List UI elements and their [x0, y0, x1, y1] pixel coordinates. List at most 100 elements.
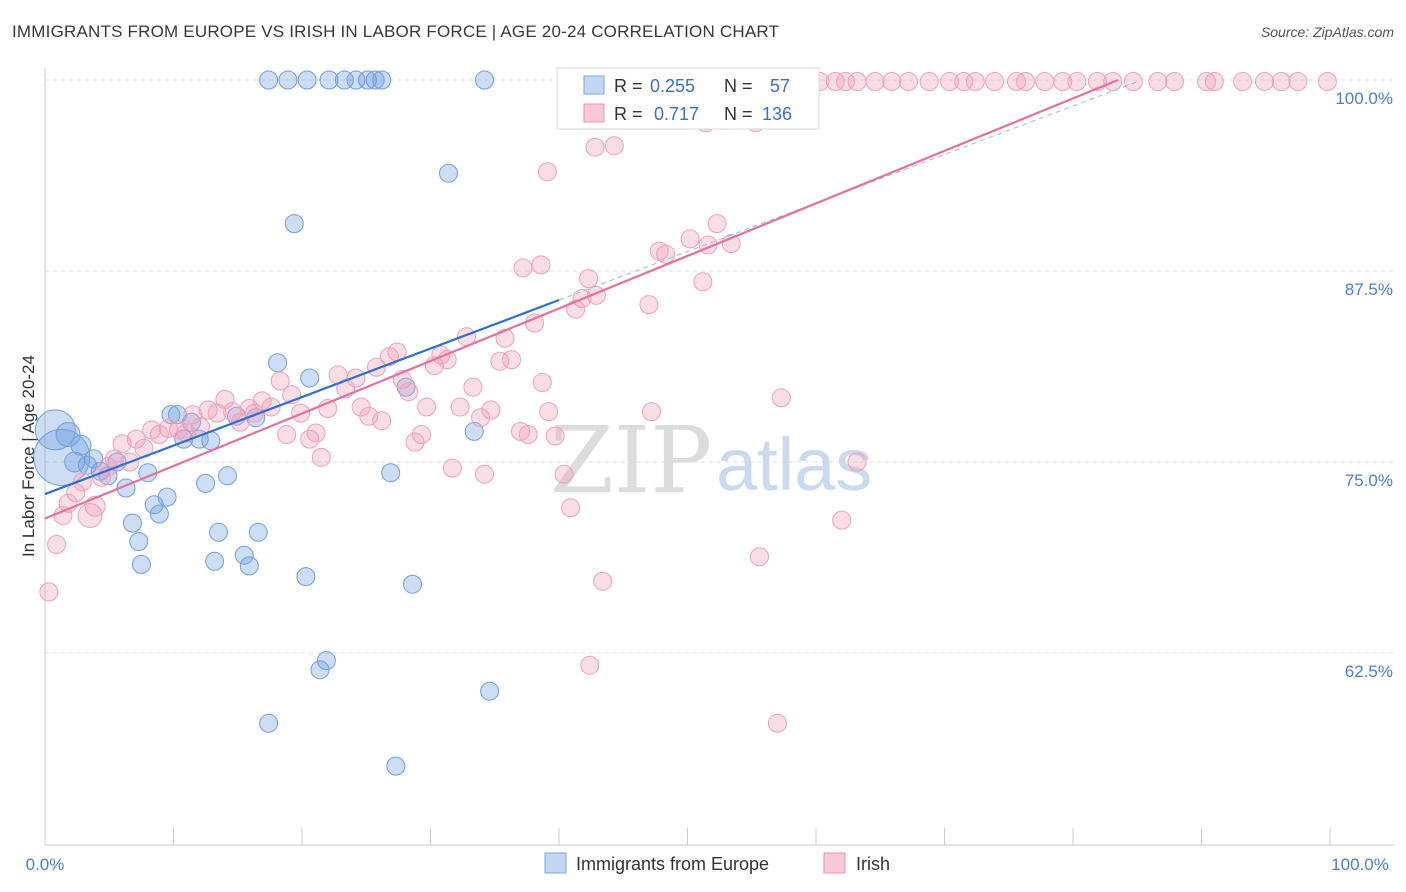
europe-point	[296, 567, 316, 587]
legend-r-label-2: R =	[614, 104, 643, 124]
europe-point	[358, 70, 377, 90]
irish-point	[680, 229, 700, 249]
irish-point	[1067, 72, 1087, 91]
irish-point	[277, 425, 297, 444]
europe-point	[334, 70, 354, 90]
legend-r-label-1: R =	[614, 76, 643, 96]
irish-point	[771, 388, 791, 408]
irish-point	[532, 373, 552, 392]
europe-point	[316, 651, 336, 671]
europe-point	[297, 70, 317, 90]
irish-point	[693, 272, 713, 292]
irish-point	[604, 136, 624, 156]
europe-point	[209, 522, 228, 542]
irish-point	[825, 72, 845, 91]
watermark-atlas: atlas	[716, 423, 872, 506]
europe-point	[70, 434, 92, 456]
irish-point	[47, 535, 67, 554]
irish-point	[502, 350, 521, 370]
irish-point	[1317, 72, 1337, 91]
irish-point	[169, 420, 189, 440]
bottom-legend: Immigrants from Europe Irish	[544, 852, 890, 874]
europe-point	[381, 463, 401, 483]
irish-point	[518, 425, 538, 444]
irish-point	[511, 421, 530, 441]
irish-point	[463, 377, 483, 397]
legend-n-value-1: 57	[770, 76, 790, 96]
irish-point	[1148, 72, 1168, 91]
europe-point	[300, 368, 320, 388]
irish-point	[847, 452, 867, 472]
europe-point	[403, 574, 422, 594]
series-irish-points	[39, 72, 1337, 733]
irish-point	[1233, 72, 1253, 91]
bottom-legend-swatch-irish	[823, 852, 846, 874]
axes	[44, 68, 1394, 846]
europe-point	[234, 545, 254, 565]
irish-point	[223, 402, 243, 422]
legend-r-value-1: 0.255	[650, 76, 695, 96]
irish-point	[537, 162, 557, 182]
irish-point	[311, 447, 331, 467]
legend-r-value-2: 0.717	[654, 104, 699, 124]
europe-point	[284, 214, 304, 234]
europe-point	[346, 70, 366, 90]
y-tick-label: 62.5%	[1345, 662, 1393, 681]
irish-point	[405, 432, 425, 452]
irish-point	[1053, 72, 1073, 91]
irish-point	[585, 137, 605, 157]
europe-point	[129, 532, 149, 551]
source-label: Source: ZipAtlas.com	[1260, 24, 1394, 40]
y-axis-label: In Labor Force | Age 20-24	[19, 355, 38, 557]
trend-lines	[44, 78, 1138, 520]
irish-point	[270, 371, 290, 391]
europe-point	[64, 451, 86, 473]
irish-point	[399, 382, 419, 402]
irish-point	[767, 713, 787, 733]
europe-point	[149, 504, 169, 524]
irish-point	[513, 258, 533, 278]
irish-point	[372, 411, 392, 431]
irish-point	[750, 547, 769, 567]
irish-point	[639, 295, 659, 315]
x-tick-label-max: 100.0%	[1331, 855, 1389, 874]
irish-point	[481, 400, 501, 420]
irish-point	[1288, 72, 1308, 91]
irish-point	[1123, 72, 1143, 91]
irish-point	[183, 405, 203, 425]
europe-point	[475, 70, 494, 90]
irish-point	[561, 498, 581, 518]
irish-point	[1016, 72, 1035, 91]
europe-point	[218, 466, 237, 486]
irish-point	[954, 72, 974, 91]
europe-point	[278, 70, 298, 90]
europe-point	[157, 487, 177, 507]
y-tick-label: 75.0%	[1345, 471, 1393, 490]
series-europe-points	[33, 70, 500, 776]
irish-point	[985, 72, 1005, 91]
y-tick-label: 87.5%	[1345, 280, 1393, 299]
europe-point	[239, 556, 259, 576]
irish-point	[593, 571, 613, 591]
watermark: ZIP atlas	[550, 407, 872, 514]
legend-box: R = 0.255 N = 57 R = 0.717 N = 136	[556, 67, 820, 130]
irish-point	[539, 402, 559, 422]
irish-point	[1255, 72, 1274, 91]
irish-point	[832, 510, 852, 530]
europe-point	[310, 660, 330, 680]
y-tick-labels: 62.5% 75.0% 87.5% 100.0%	[1335, 89, 1393, 681]
legend-swatch-europe	[583, 75, 605, 95]
irish-point	[475, 464, 494, 484]
irish-point	[836, 72, 856, 91]
europe-point	[439, 163, 458, 183]
bottom-legend-irish: Irish	[856, 854, 890, 874]
europe-point	[122, 513, 142, 533]
irish-point	[1204, 72, 1224, 91]
irish-point	[580, 655, 600, 675]
bottom-legend-swatch-europe	[544, 852, 567, 874]
irish-point	[707, 214, 727, 234]
y-tick-label: 100.0%	[1335, 89, 1393, 108]
irish-point	[882, 72, 902, 91]
irish-point	[545, 426, 565, 446]
